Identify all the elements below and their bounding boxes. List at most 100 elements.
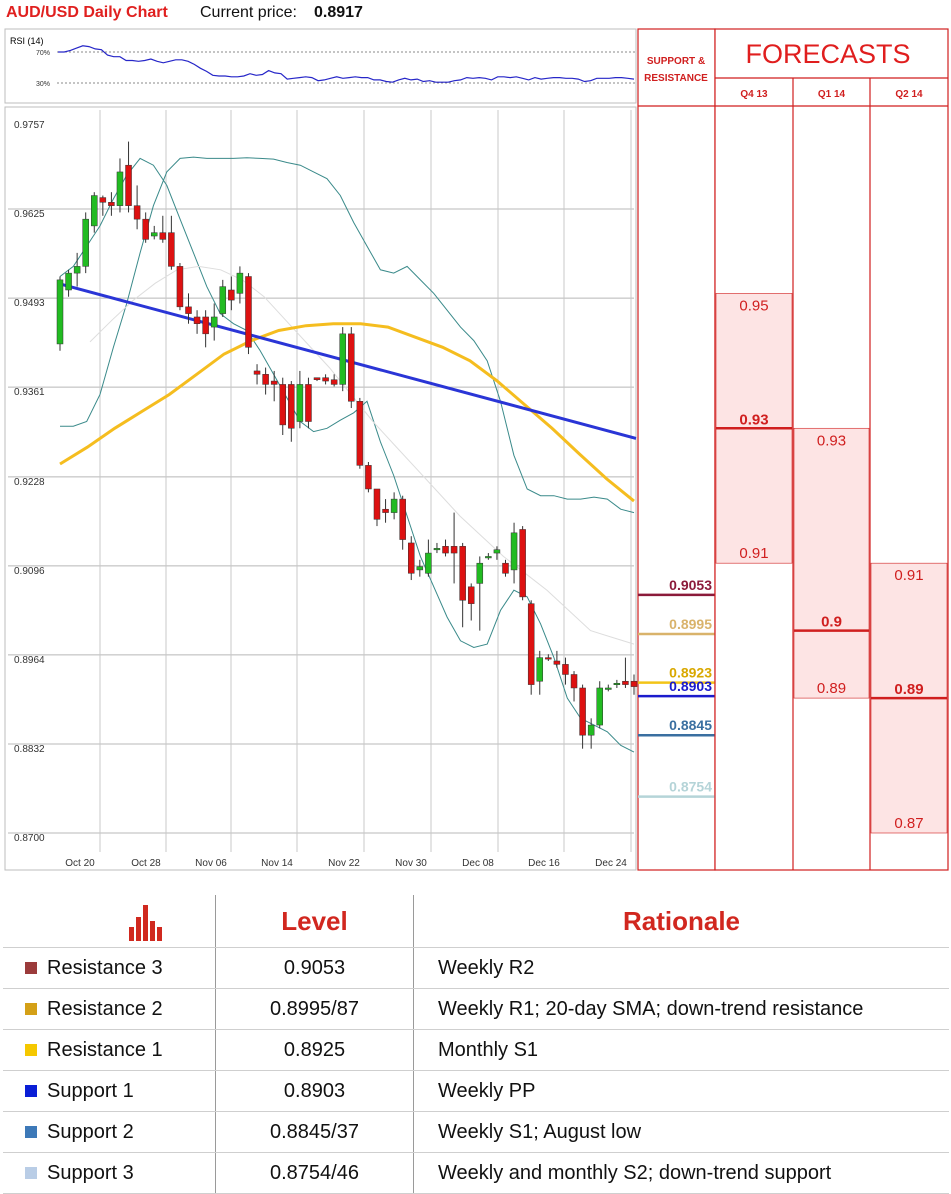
candle-body — [348, 333, 355, 402]
candle-body — [545, 657, 552, 660]
candle-body — [133, 205, 141, 220]
level-value: 0.9053 — [215, 947, 414, 989]
candle-body — [185, 306, 192, 314]
candle-body — [99, 197, 107, 203]
levels-table-row: Resistance 1 0.8925 Monthly S1 — [3, 1029, 949, 1071]
bollinger-lower-line — [60, 156, 635, 514]
candlesticks — [56, 141, 638, 749]
candle-body — [450, 546, 458, 554]
rsi-line — [58, 45, 635, 83]
y-tick-label: 0.9625 — [14, 209, 45, 220]
candle-body — [202, 316, 209, 335]
candle-body — [365, 465, 372, 490]
x-tick-label: Dec 16 — [528, 858, 560, 869]
candle-body — [193, 316, 201, 324]
candle-body — [630, 680, 638, 687]
candle-body — [91, 195, 98, 227]
x-tick-label: Nov 06 — [195, 858, 227, 869]
y-tick-label: 0.9228 — [14, 477, 45, 488]
rsi-panel — [4, 28, 637, 104]
y-tick-label: 0.8700 — [14, 833, 45, 844]
candle-body — [399, 498, 406, 540]
forecasts-title: FORECASTS — [745, 39, 910, 69]
candle-body — [313, 377, 321, 380]
candle-body — [236, 272, 244, 294]
y-tick-label: 0.9493 — [14, 298, 45, 309]
levels-table-row: Resistance 3 0.9053 Weekly R2 — [3, 947, 949, 989]
level-value: 0.8845/37 — [215, 1111, 414, 1153]
levels-table-row: Resistance 2 0.8995/87 Weekly R1; 20-day S… — [3, 988, 949, 1030]
forecast-mid-label: 0.9 — [821, 614, 842, 631]
candle-body — [553, 660, 561, 665]
levels-table-row: Support 1 0.8903 Weekly PP — [3, 1070, 949, 1112]
sr-title-line1: SUPPORT & — [647, 56, 705, 67]
candle-body — [339, 333, 346, 385]
x-tick-label: Nov 14 — [261, 858, 293, 869]
candle-body — [382, 508, 389, 513]
level-color-swatch — [25, 1002, 37, 1015]
y-tick-label: 0.8832 — [14, 744, 45, 755]
x-tick-label: Dec 08 — [462, 858, 494, 869]
candle-body — [570, 674, 578, 689]
level-value: 0.8925 — [215, 1029, 414, 1071]
sr-level-label: 0.8845 — [669, 717, 712, 733]
candle-body — [493, 549, 501, 554]
y-tick-label: 0.8964 — [14, 655, 45, 666]
candle-body — [502, 562, 509, 574]
candle-body — [459, 546, 466, 601]
candle-body — [73, 266, 81, 274]
candle-body — [176, 266, 184, 308]
level-name: Resistance 2 — [47, 997, 163, 1020]
x-tick-label: Nov 30 — [395, 858, 427, 869]
forecast-column-label: Q1 14 — [818, 89, 846, 100]
candle-body — [210, 316, 218, 328]
candle-body — [262, 374, 269, 385]
candle-body — [579, 687, 586, 736]
candle-body — [296, 384, 304, 422]
forecast-low-label: 0.89 — [817, 680, 846, 697]
level-rationale: Monthly S1 — [413, 1029, 949, 1071]
candle-body — [467, 586, 475, 604]
candle-body — [116, 171, 124, 206]
chart-canvas: RSI (14) 70% 30% 0.9757 0.9625 0.9493 0.936… — [4, 28, 949, 871]
candle-body — [562, 664, 569, 675]
candle-body — [519, 529, 526, 598]
y-tick-label: 0.9096 — [14, 566, 45, 577]
candle-body — [253, 370, 261, 375]
y-tick-label: 0.9361 — [14, 387, 45, 398]
candle-body — [356, 401, 364, 466]
candle-body — [587, 724, 595, 736]
level-color-swatch — [25, 961, 37, 974]
candle-body — [108, 202, 115, 206]
forecast-column-label: Q2 14 — [895, 89, 923, 100]
candle-body — [168, 232, 175, 267]
moving-average-blue — [59, 282, 637, 440]
level-color-swatch — [25, 1125, 37, 1138]
candle-body — [416, 566, 424, 571]
forecast-low-label: 0.91 — [739, 545, 768, 562]
y-axis-labels: 0.9757 0.9625 0.9493 0.9361 0.9228 0.9096 0.89… — [14, 120, 45, 844]
support-resistance-panel: SUPPORT & RESISTANCE — [637, 28, 716, 871]
price-panel — [4, 106, 637, 871]
candle-body — [159, 232, 167, 240]
candle-body — [322, 377, 329, 382]
level-name: Resistance 3 — [47, 956, 163, 979]
candle-body — [613, 682, 621, 685]
candle-body — [288, 384, 295, 429]
candle-body — [510, 532, 518, 571]
level-name: Resistance 1 — [47, 1038, 163, 1061]
sr-level-label: 0.8995 — [669, 616, 712, 632]
x-tick-label: Oct 28 — [131, 858, 161, 869]
level-value: 0.8903 — [215, 1070, 414, 1112]
rsi-label: RSI (14) — [10, 36, 44, 46]
rationale-header: Rationale — [413, 895, 949, 948]
candle-body — [476, 562, 484, 584]
sr-level-label: 0.8903 — [669, 678, 712, 694]
level-name-cell: Resistance 3 — [3, 947, 216, 989]
bollinger-upper-line — [59, 157, 635, 753]
level-name-cell: Resistance 2 — [3, 988, 216, 1030]
level-color-swatch — [25, 1166, 37, 1179]
levels-table-row: Support 3 0.8754/46 Weekly and monthly S2;… — [3, 1152, 949, 1194]
level-header: Level — [215, 895, 414, 948]
candle-body — [425, 552, 432, 574]
